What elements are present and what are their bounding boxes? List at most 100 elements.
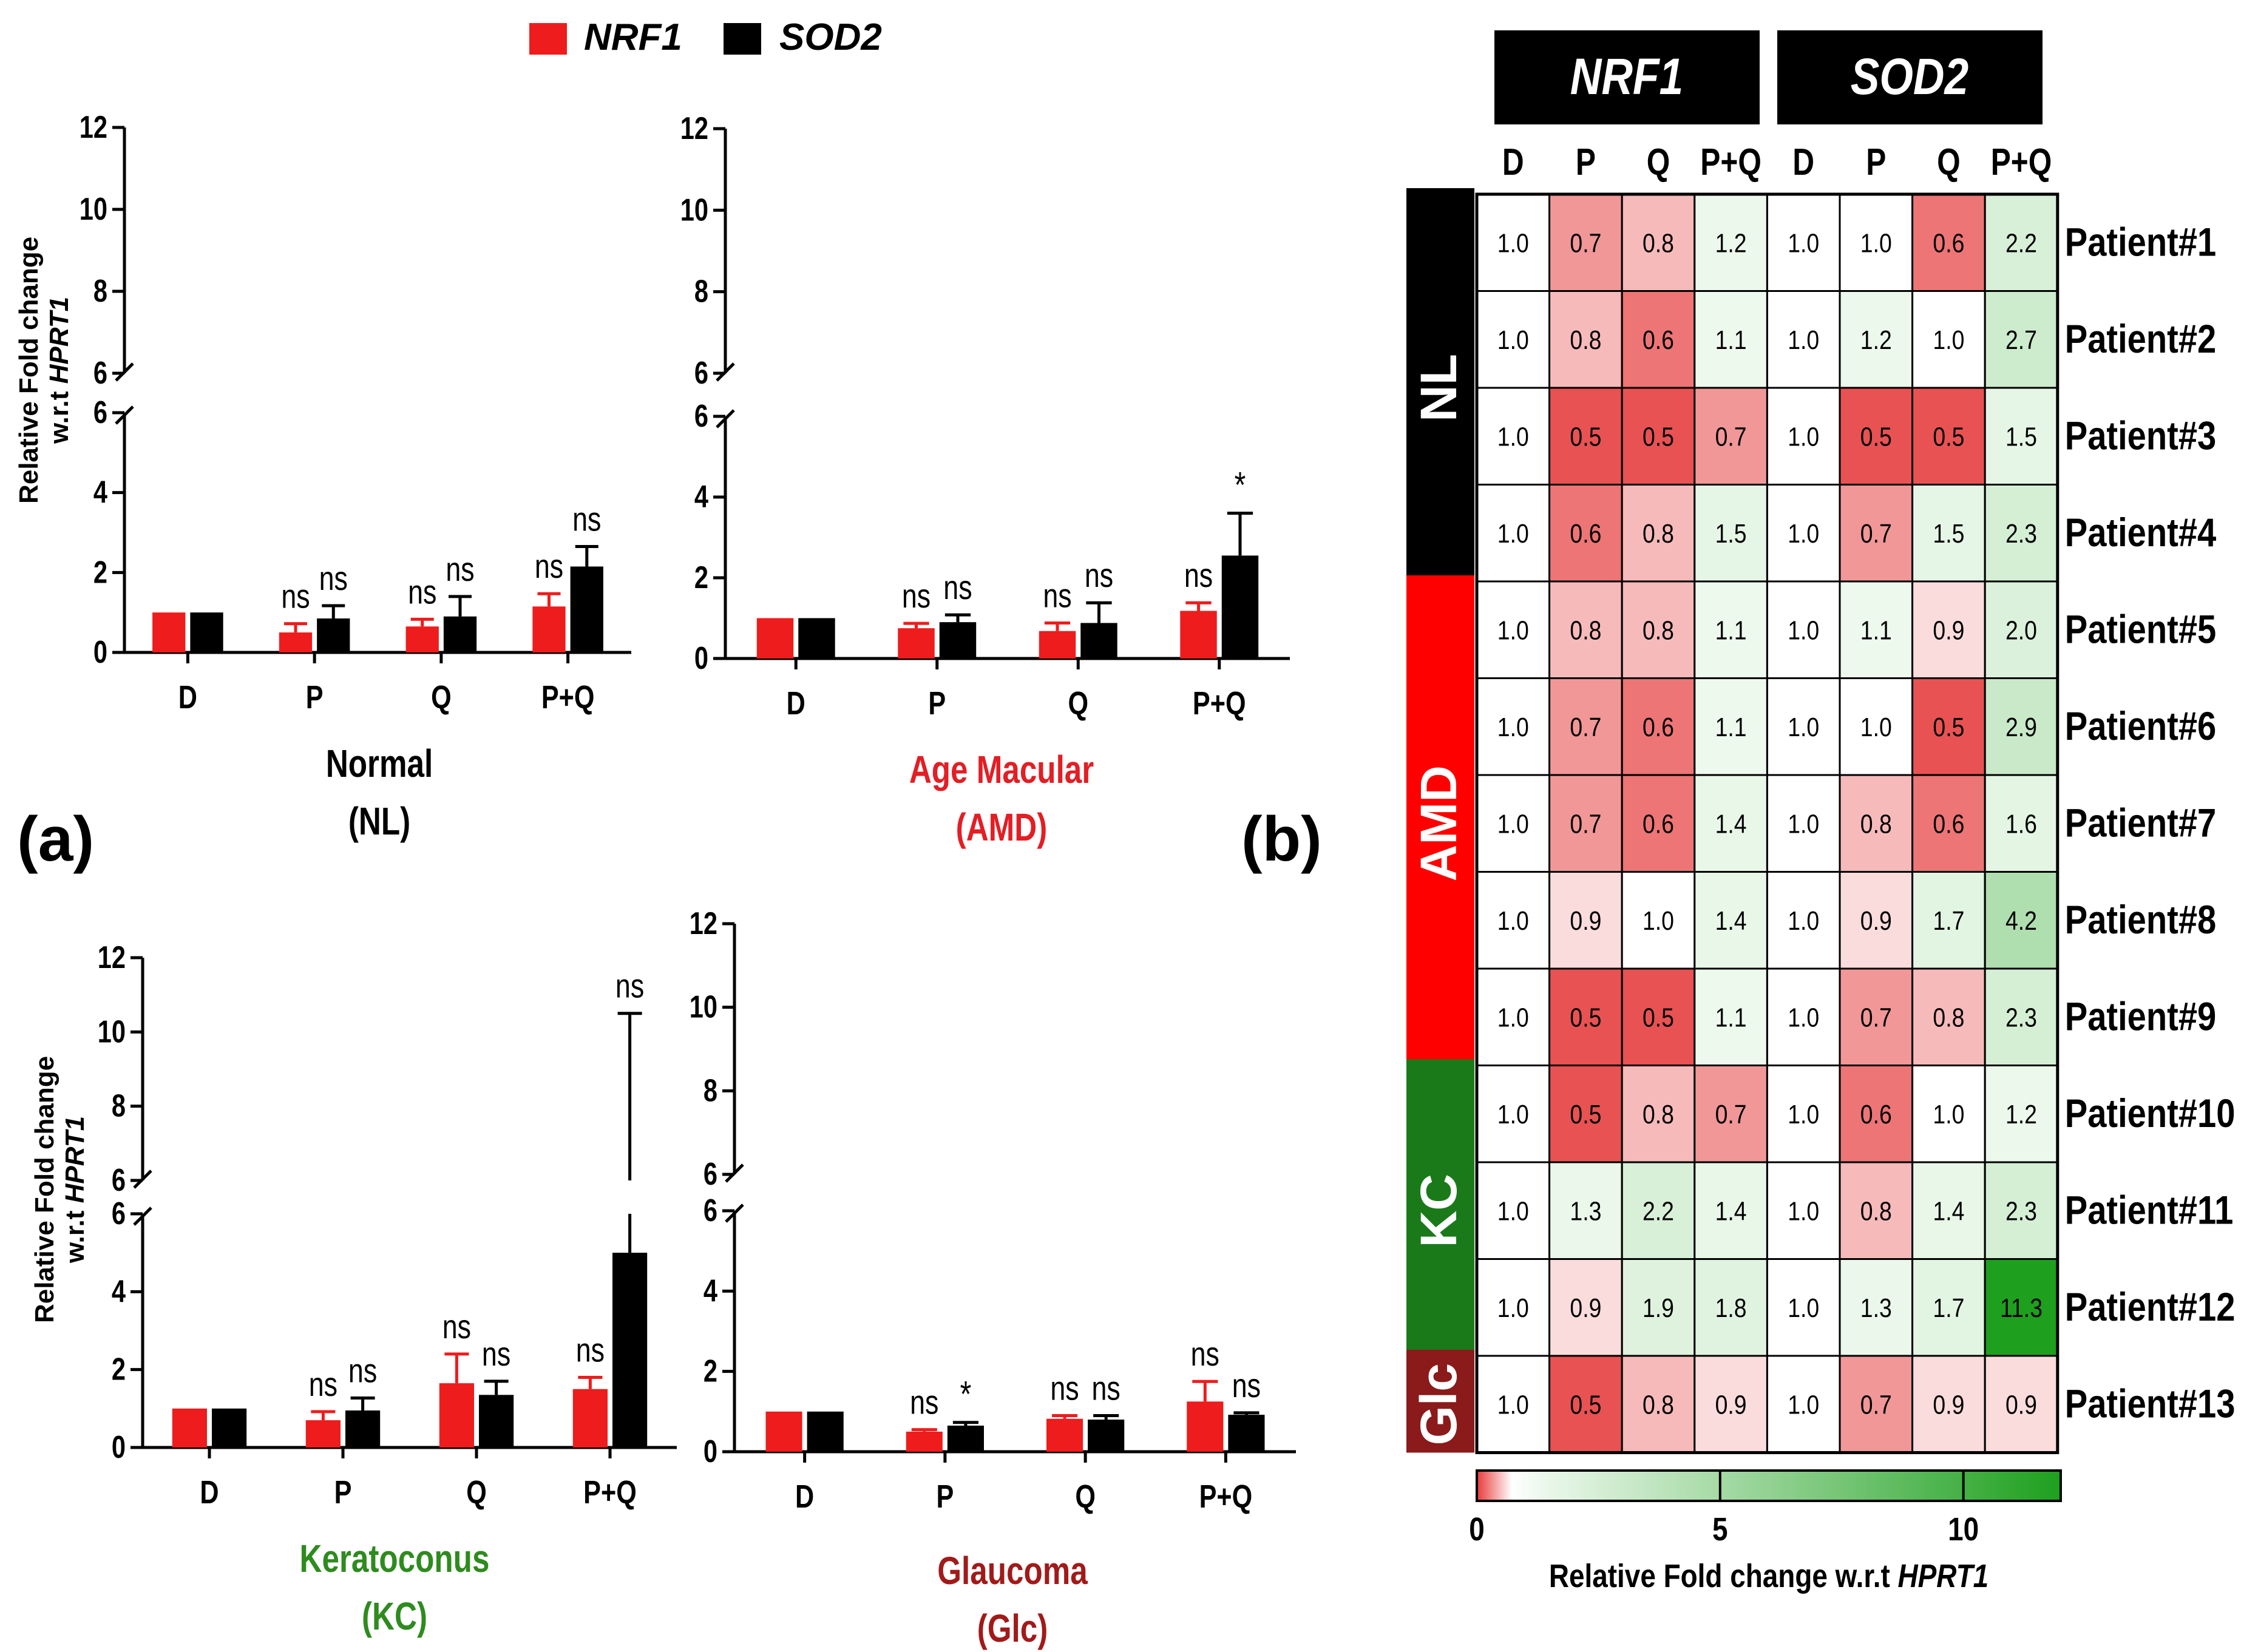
heatmap-cell-value: 2.3 [2005, 1003, 2037, 1033]
heatmap-cell [1766, 967, 1841, 1066]
heatmap-cell [1984, 290, 2059, 389]
y-tick-label: 12 [98, 939, 126, 975]
heatmap-cell [1693, 580, 1768, 679]
y-tick-label: 10 [680, 192, 708, 228]
heatmap-cell-value: 1.5 [1715, 518, 1747, 549]
heatmap-cell [1548, 484, 1623, 583]
heatmap-cell-value: 1.2 [2005, 1099, 2037, 1129]
bar-nrf1-2 [1039, 631, 1076, 658]
y-axis-label-line1-b: Relative Fold change [30, 1056, 59, 1323]
heatmap-cell [1548, 967, 1623, 1066]
x-tick-label: Q [466, 1475, 487, 1511]
bar-nrf1-2 [405, 626, 439, 652]
y-tick-label: 2 [112, 1351, 126, 1387]
heatmap-cell-value: 0.6 [1643, 809, 1674, 839]
significance-label: ns [1191, 1335, 1219, 1373]
colorbar-tick-label: 10 [1948, 1511, 1979, 1548]
heatmap-row-label: Patient#1 [2065, 220, 2216, 264]
heatmap-cell-value: 1.4 [1715, 906, 1747, 936]
heatmap-cell [1984, 387, 2059, 486]
heatmap-cell [1911, 290, 1986, 389]
heatmap-cell-value: 1.5 [1933, 518, 1964, 549]
heatmap-cell [1621, 193, 1696, 292]
colorbar-label-prefix: Relative Fold change w.r.t [1549, 1558, 1898, 1594]
y-tick-label: 6 [93, 355, 107, 391]
heatmap-cell-value: 1.1 [1860, 615, 1892, 646]
heatmap-cell-value: 0.9 [1933, 615, 1964, 646]
heatmap-cell [1621, 484, 1696, 583]
y-axis-label-line2-b: w.r.t HPRT1 [60, 1116, 90, 1264]
significance-label: ns [943, 568, 972, 606]
heatmap-cell-value: 0.5 [1570, 1390, 1601, 1420]
y-tick-label: 8 [112, 1088, 126, 1123]
y-axis-label-bottom: Relative Fold change w.r.t HPRT1 [30, 1056, 90, 1323]
heatmap-cell [1766, 677, 1841, 776]
heatmap-cell [1839, 484, 1914, 583]
y-tick-label: 10 [98, 1014, 126, 1049]
heatmap-cell-value: 1.3 [1570, 1196, 1601, 1227]
significance-label: ns [446, 550, 474, 588]
heatmap-cell-value: 1.0 [1788, 809, 1819, 839]
heatmap-cell-value: 1.0 [1788, 1196, 1819, 1227]
heatmap-cell-value: 0.5 [1570, 422, 1601, 452]
heatmap-cell [1984, 1065, 2059, 1163]
bar-sod2-0 [190, 612, 223, 652]
y-tick-label: 2 [93, 554, 107, 590]
y-tick-label: 12 [690, 906, 717, 941]
heatmap-cell [1911, 387, 1986, 486]
heatmap-header-box-0 [1494, 30, 1760, 124]
x-tick-label: Q [1068, 686, 1088, 722]
heatmap-cell [1839, 387, 1914, 486]
heatmap-cell-value: 1.0 [1933, 325, 1964, 355]
heatmap-cell-value: 0.9 [1715, 1390, 1747, 1420]
heatmap-cell-value: 0.8 [1933, 1003, 1964, 1033]
heatmap-cell-value: 1.8 [1715, 1293, 1747, 1323]
bar-sod2-3 [1221, 555, 1259, 658]
y-tick-label: 8 [694, 273, 708, 309]
heatmap-cell-value: 0.9 [1860, 906, 1892, 936]
heatmap-cell [1476, 871, 1551, 970]
heatmap-header-label: SOD2 [1851, 47, 1968, 105]
heatmap-cell-value: 0.6 [1570, 518, 1601, 549]
heatmap-cell-value: 0.5 [1643, 1003, 1674, 1033]
heatmap-cell-value: 1.4 [1715, 809, 1747, 839]
bar-nrf1-3 [572, 1389, 608, 1447]
heatmap-row-label: Patient#6 [2065, 704, 2216, 748]
y-tick-label: 6 [703, 1193, 717, 1228]
x-tick-label: D [200, 1475, 219, 1511]
bar-sod2-0 [807, 1411, 844, 1452]
heatmap-cell-value: 1.5 [2005, 422, 2037, 452]
bar-sod2-0 [798, 618, 835, 658]
heatmap-cell-value: 2.3 [2005, 1196, 2037, 1227]
heatmap-cell-value: 1.4 [1933, 1196, 1964, 1227]
heatmap-cell [1693, 484, 1768, 583]
heatmap-cell-value: 0.9 [1570, 906, 1601, 936]
x-tick-label: D [178, 680, 197, 716]
heatmap-row-label: Patient#2 [2065, 317, 2216, 361]
heatmap-cell-value: 1.0 [1497, 906, 1529, 936]
heatmap-row-label: Patient#10 [2065, 1091, 2236, 1136]
heatmap-cell-value: 1.0 [1788, 1099, 1819, 1129]
y-tick-label: 4 [112, 1273, 126, 1309]
bar-sod2-2 [443, 616, 477, 652]
heatmap-cell-value: 1.0 [1497, 325, 1529, 355]
heatmap-cell [1621, 1355, 1696, 1454]
heatmap-cell [1984, 967, 2059, 1066]
x-tick-label: P [334, 1475, 352, 1511]
significance-label: ns [281, 577, 310, 615]
heatmap-cell [1984, 677, 2059, 776]
heatmap-cell-value: 1.7 [1933, 1293, 1964, 1323]
y-tick-label: 4 [703, 1273, 717, 1308]
legend-swatch-sod2 [724, 23, 761, 55]
heatmap-column-label: P+Q [1991, 141, 2052, 183]
heatmap-cell-value: 0.8 [1643, 1390, 1674, 1420]
heatmap-cell-value: 0.9 [2005, 1390, 2037, 1420]
bar-sod2-3 [1228, 1415, 1265, 1452]
heatmap-cell [1693, 1355, 1768, 1454]
heatmap-cell-value: 1.0 [1497, 1099, 1529, 1129]
heatmap-column-label: P [1576, 141, 1596, 183]
heatmap-row-label: Patient#5 [2065, 607, 2216, 651]
legend-label-sod2: SOD2 [779, 16, 882, 58]
